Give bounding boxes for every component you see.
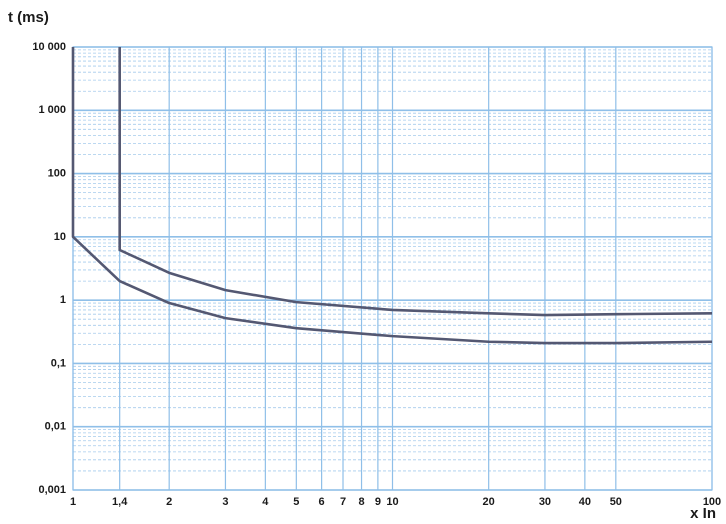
x-axis-title: x In [690,505,716,522]
curve [71,47,713,345]
x-tick-label: 6 [319,496,325,508]
plot-frame [72,46,713,491]
x-tick-label: 7 [340,496,346,508]
y-tick-label: 100 [48,167,66,179]
x-tick-label: 3 [222,496,228,508]
x-tick-label: 4 [262,496,269,508]
y-tick-label: 0,001 [38,484,66,496]
y-tick-label: 10 000 [32,41,66,53]
x-tick-label: 10 [386,496,398,508]
x-tick-label: 20 [483,496,495,508]
y-tick-label: 0,1 [51,357,66,369]
x-tick-label: 5 [293,496,299,508]
x-tick-label: 8 [358,496,364,508]
y-tick-label: 0,01 [45,421,66,433]
x-tick-label: 9 [375,496,381,508]
y-tick-label: 1 000 [38,104,66,116]
x-tick-label: 50 [610,496,622,508]
x-tick-label: 1 [70,496,76,508]
x-tick-label: 1,4 [112,496,128,508]
x-tick-label: 100 [703,496,721,508]
y-axis-title: t (ms) [8,9,49,26]
curve [118,47,713,317]
x-tick-label: 2 [166,496,172,508]
y-tick-label: 1 [60,294,66,306]
x-tick-label: 30 [539,496,551,508]
x-tick-label: 40 [579,496,591,508]
y-tick-label: 10 [54,231,66,243]
